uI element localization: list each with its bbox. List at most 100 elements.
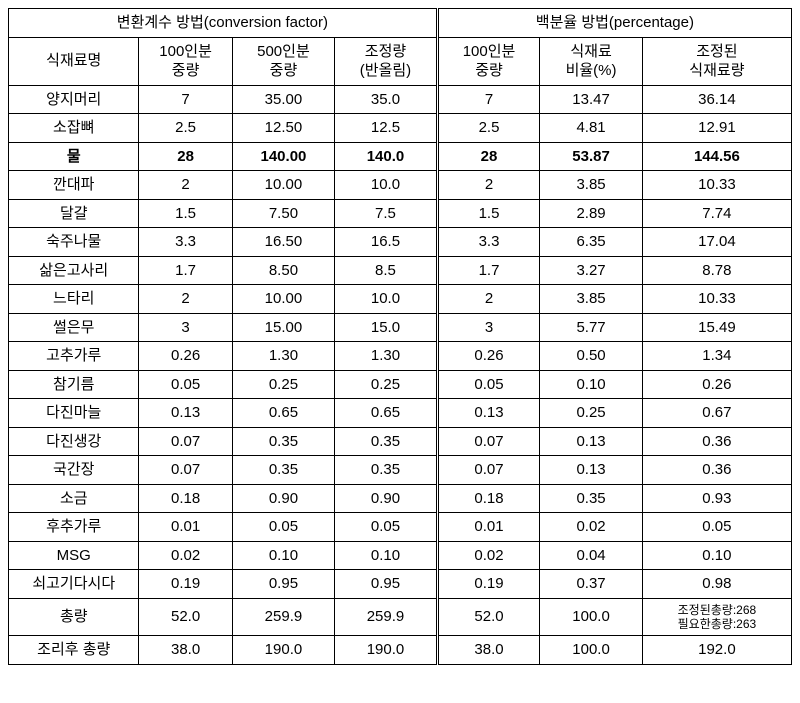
header-left: 변환계수 방법(conversion factor) [9,9,438,38]
cell-ratio: 6.35 [540,228,643,257]
cell-adj: 140.0 [335,142,438,171]
cell-padj: 144.56 [642,142,791,171]
table-row: 물28140.00140.02853.87144.56 [9,142,792,171]
cell-adj: 16.5 [335,228,438,257]
cell-w100: 0.07 [139,427,232,456]
ingredient-name: 삶은고사리 [9,256,139,285]
cell-adj: 0.25 [335,370,438,399]
cell-w100: 0.07 [139,456,232,485]
total-adj: 259.9 [335,598,438,636]
total-label: 총량 [9,598,139,636]
ingredient-table: 변환계수 방법(conversion factor) 백분율 방법(percen… [8,8,792,665]
ingredient-name: 물 [9,142,139,171]
cell-padj: 15.49 [642,313,791,342]
cell-w500: 16.50 [232,228,335,257]
col-adj: 조정량(반올림) [335,37,438,85]
cell-w500: 10.00 [232,285,335,314]
cooked-label: 조리후 총량 [9,636,139,665]
cell-adj: 0.10 [335,541,438,570]
cell-p100: 0.02 [437,541,540,570]
cell-w500: 140.00 [232,142,335,171]
cell-w100: 0.26 [139,342,232,371]
cell-p100: 1.5 [437,199,540,228]
cooked-padj: 192.0 [642,636,791,665]
cell-padj: 7.74 [642,199,791,228]
cell-padj: 0.10 [642,541,791,570]
cell-padj: 1.34 [642,342,791,371]
cooked-ratio: 100.0 [540,636,643,665]
cell-adj: 8.5 [335,256,438,285]
cell-ratio: 0.50 [540,342,643,371]
cell-adj: 12.5 [335,114,438,143]
cell-p100: 2 [437,171,540,200]
cell-ratio: 0.04 [540,541,643,570]
cell-p100: 7 [437,85,540,114]
cell-w500: 8.50 [232,256,335,285]
ingredient-name: 다진마늘 [9,399,139,428]
table-row: 썰은무315.0015.035.7715.49 [9,313,792,342]
col-p100: 100인분중량 [437,37,540,85]
cell-adj: 0.90 [335,484,438,513]
cell-padj: 0.36 [642,427,791,456]
cell-p100: 0.01 [437,513,540,542]
cell-ratio: 3.85 [540,285,643,314]
cell-p100: 0.07 [437,427,540,456]
table-row: 양지머리735.0035.0713.4736.14 [9,85,792,114]
cell-ratio: 4.81 [540,114,643,143]
cell-w100: 0.19 [139,570,232,599]
cell-p100: 2 [437,285,540,314]
total-padj-line1: 조정된총량:268 [645,603,789,617]
cell-ratio: 53.87 [540,142,643,171]
table-row: 국간장0.070.350.350.070.130.36 [9,456,792,485]
cell-p100: 0.13 [437,399,540,428]
cooked-p100: 38.0 [437,636,540,665]
cell-ratio: 0.13 [540,427,643,456]
cell-w100: 2 [139,171,232,200]
ingredient-name: 다진생강 [9,427,139,456]
cell-w500: 0.10 [232,541,335,570]
cell-w500: 0.35 [232,456,335,485]
cell-w500: 15.00 [232,313,335,342]
table-row: 후추가루0.010.050.050.010.020.05 [9,513,792,542]
cell-ratio: 0.35 [540,484,643,513]
cell-p100: 3 [437,313,540,342]
cell-w500: 1.30 [232,342,335,371]
table-row: 소잡뼈2.512.5012.52.54.8112.91 [9,114,792,143]
cell-adj: 0.65 [335,399,438,428]
ingredient-name: 국간장 [9,456,139,485]
total-w500: 259.9 [232,598,335,636]
cell-w500: 7.50 [232,199,335,228]
cell-w100: 28 [139,142,232,171]
cell-p100: 2.5 [437,114,540,143]
cell-padj: 17.04 [642,228,791,257]
cell-padj: 0.36 [642,456,791,485]
table-row: 다진생강0.070.350.350.070.130.36 [9,427,792,456]
cell-padj: 8.78 [642,256,791,285]
cell-adj: 10.0 [335,285,438,314]
table-row: 소금0.180.900.900.180.350.93 [9,484,792,513]
cell-padj: 0.05 [642,513,791,542]
cell-w500: 0.25 [232,370,335,399]
cell-ratio: 2.89 [540,199,643,228]
ingredient-name: MSG [9,541,139,570]
cell-w100: 0.18 [139,484,232,513]
table-row: 숙주나물3.316.5016.53.36.3517.04 [9,228,792,257]
cell-w100: 1.5 [139,199,232,228]
cell-padj: 12.91 [642,114,791,143]
ingredient-name: 고추가루 [9,342,139,371]
total-padj-line2: 필요한총량:263 [645,617,789,631]
cell-w100: 3.3 [139,228,232,257]
cell-ratio: 3.85 [540,171,643,200]
cell-adj: 35.0 [335,85,438,114]
ingredient-name: 소금 [9,484,139,513]
ingredient-name: 달걀 [9,199,139,228]
ingredient-name: 참기름 [9,370,139,399]
cell-w100: 2.5 [139,114,232,143]
cell-w100: 3 [139,313,232,342]
cooked-w500: 190.0 [232,636,335,665]
table-row: 느타리210.0010.023.8510.33 [9,285,792,314]
cell-w500: 35.00 [232,85,335,114]
ingredient-name: 깐대파 [9,171,139,200]
cell-w500: 0.05 [232,513,335,542]
cell-adj: 0.35 [335,456,438,485]
